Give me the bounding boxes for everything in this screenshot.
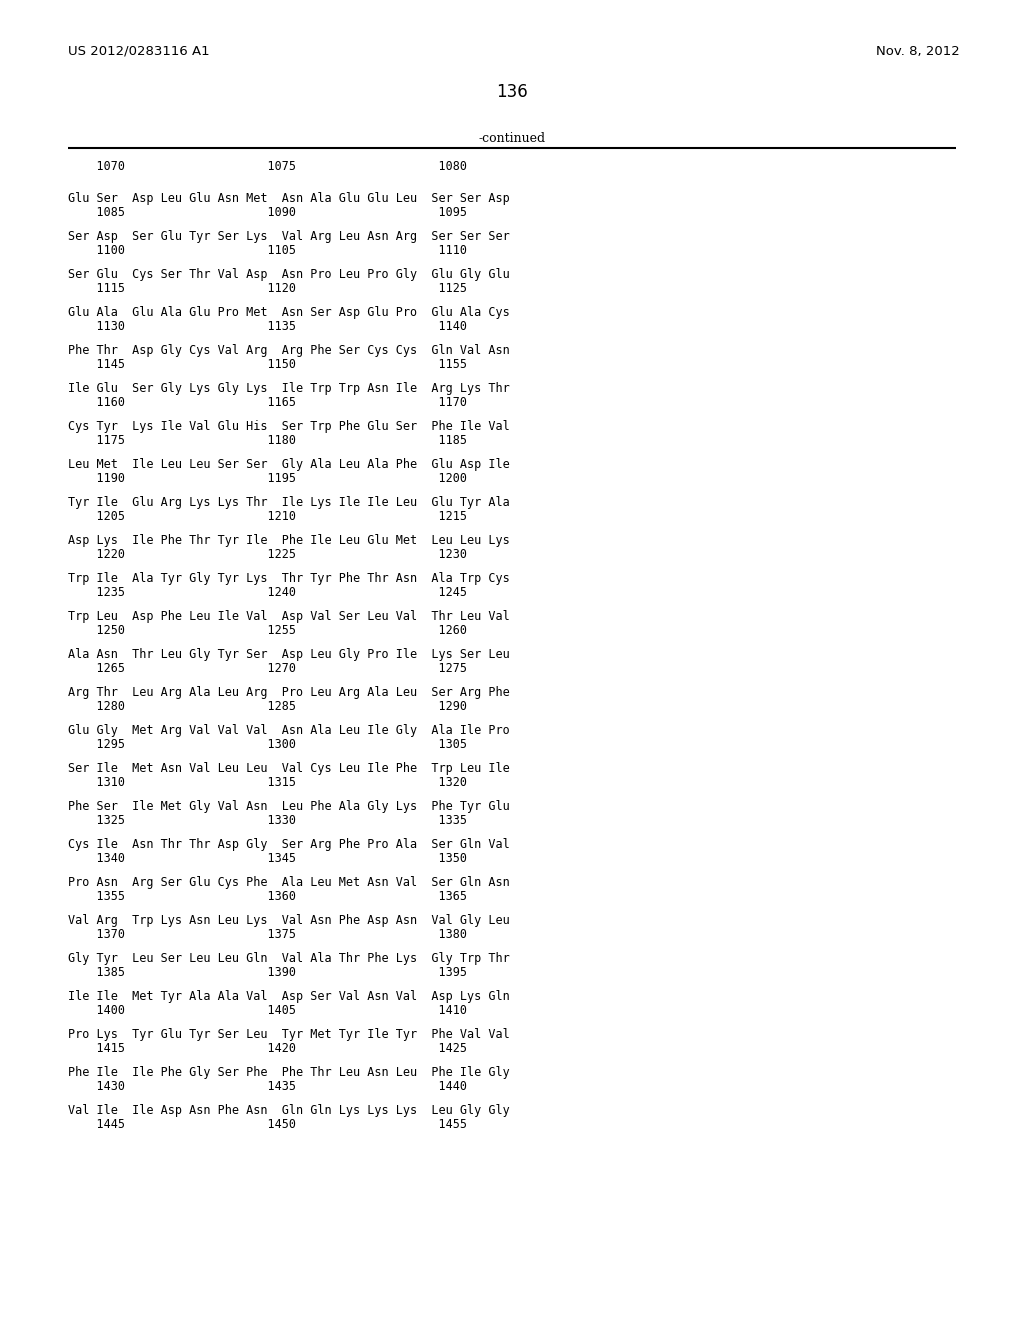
Text: 1310                    1315                    1320: 1310 1315 1320 bbox=[68, 776, 467, 789]
Text: 1340                    1345                    1350: 1340 1345 1350 bbox=[68, 851, 467, 865]
Text: Tyr Ile  Glu Arg Lys Lys Thr  Ile Lys Ile Ile Leu  Glu Tyr Ala: Tyr Ile Glu Arg Lys Lys Thr Ile Lys Ile … bbox=[68, 496, 510, 510]
Text: Ala Asn  Thr Leu Gly Tyr Ser  Asp Leu Gly Pro Ile  Lys Ser Leu: Ala Asn Thr Leu Gly Tyr Ser Asp Leu Gly … bbox=[68, 648, 510, 661]
Text: 1295                    1300                    1305: 1295 1300 1305 bbox=[68, 738, 467, 751]
Text: 1115                    1120                    1125: 1115 1120 1125 bbox=[68, 282, 467, 294]
Text: 1385                    1390                    1395: 1385 1390 1395 bbox=[68, 966, 467, 979]
Text: 1070                    1075                    1080: 1070 1075 1080 bbox=[68, 160, 467, 173]
Text: 136: 136 bbox=[496, 83, 528, 102]
Text: 1100                    1105                    1110: 1100 1105 1110 bbox=[68, 244, 467, 257]
Text: Trp Ile  Ala Tyr Gly Tyr Lys  Thr Tyr Phe Thr Asn  Ala Trp Cys: Trp Ile Ala Tyr Gly Tyr Lys Thr Tyr Phe … bbox=[68, 572, 510, 585]
Text: Ser Ile  Met Asn Val Leu Leu  Val Cys Leu Ile Phe  Trp Leu Ile: Ser Ile Met Asn Val Leu Leu Val Cys Leu … bbox=[68, 762, 510, 775]
Text: Arg Thr  Leu Arg Ala Leu Arg  Pro Leu Arg Ala Leu  Ser Arg Phe: Arg Thr Leu Arg Ala Leu Arg Pro Leu Arg … bbox=[68, 686, 510, 700]
Text: Leu Met  Ile Leu Leu Ser Ser  Gly Ala Leu Ala Phe  Glu Asp Ile: Leu Met Ile Leu Leu Ser Ser Gly Ala Leu … bbox=[68, 458, 510, 471]
Text: 1325                    1330                    1335: 1325 1330 1335 bbox=[68, 814, 467, 828]
Text: 1130                    1135                    1140: 1130 1135 1140 bbox=[68, 319, 467, 333]
Text: Asp Lys  Ile Phe Thr Tyr Ile  Phe Ile Leu Glu Met  Leu Leu Lys: Asp Lys Ile Phe Thr Tyr Ile Phe Ile Leu … bbox=[68, 535, 510, 546]
Text: 1265                    1270                    1275: 1265 1270 1275 bbox=[68, 663, 467, 675]
Text: 1160                    1165                    1170: 1160 1165 1170 bbox=[68, 396, 467, 409]
Text: Glu Ala  Glu Ala Glu Pro Met  Asn Ser Asp Glu Pro  Glu Ala Cys: Glu Ala Glu Ala Glu Pro Met Asn Ser Asp … bbox=[68, 306, 510, 319]
Text: 1280                    1285                    1290: 1280 1285 1290 bbox=[68, 700, 467, 713]
Text: Cys Ile  Asn Thr Thr Asp Gly  Ser Arg Phe Pro Ala  Ser Gln Val: Cys Ile Asn Thr Thr Asp Gly Ser Arg Phe … bbox=[68, 838, 510, 851]
Text: 1355                    1360                    1365: 1355 1360 1365 bbox=[68, 890, 467, 903]
Text: Glu Gly  Met Arg Val Val Val  Asn Ala Leu Ile Gly  Ala Ile Pro: Glu Gly Met Arg Val Val Val Asn Ala Leu … bbox=[68, 723, 510, 737]
Text: Pro Asn  Arg Ser Glu Cys Phe  Ala Leu Met Asn Val  Ser Gln Asn: Pro Asn Arg Ser Glu Cys Phe Ala Leu Met … bbox=[68, 876, 510, 888]
Text: Cys Tyr  Lys Ile Val Glu His  Ser Trp Phe Glu Ser  Phe Ile Val: Cys Tyr Lys Ile Val Glu His Ser Trp Phe … bbox=[68, 420, 510, 433]
Text: 1085                    1090                    1095: 1085 1090 1095 bbox=[68, 206, 467, 219]
Text: 1445                    1450                    1455: 1445 1450 1455 bbox=[68, 1118, 467, 1131]
Text: 1220                    1225                    1230: 1220 1225 1230 bbox=[68, 548, 467, 561]
Text: Val Arg  Trp Lys Asn Leu Lys  Val Asn Phe Asp Asn  Val Gly Leu: Val Arg Trp Lys Asn Leu Lys Val Asn Phe … bbox=[68, 913, 510, 927]
Text: 1235                    1240                    1245: 1235 1240 1245 bbox=[68, 586, 467, 599]
Text: -continued: -continued bbox=[478, 132, 546, 145]
Text: 1190                    1195                    1200: 1190 1195 1200 bbox=[68, 473, 467, 484]
Text: Gly Tyr  Leu Ser Leu Leu Gln  Val Ala Thr Phe Lys  Gly Trp Thr: Gly Tyr Leu Ser Leu Leu Gln Val Ala Thr … bbox=[68, 952, 510, 965]
Text: 1175                    1180                    1185: 1175 1180 1185 bbox=[68, 434, 467, 447]
Text: 1205                    1210                    1215: 1205 1210 1215 bbox=[68, 510, 467, 523]
Text: Ser Asp  Ser Glu Tyr Ser Lys  Val Arg Leu Asn Arg  Ser Ser Ser: Ser Asp Ser Glu Tyr Ser Lys Val Arg Leu … bbox=[68, 230, 510, 243]
Text: Glu Ser  Asp Leu Glu Asn Met  Asn Ala Glu Glu Leu  Ser Ser Asp: Glu Ser Asp Leu Glu Asn Met Asn Ala Glu … bbox=[68, 191, 510, 205]
Text: Ile Ile  Met Tyr Ala Ala Val  Asp Ser Val Asn Val  Asp Lys Gln: Ile Ile Met Tyr Ala Ala Val Asp Ser Val … bbox=[68, 990, 510, 1003]
Text: 1415                    1420                    1425: 1415 1420 1425 bbox=[68, 1041, 467, 1055]
Text: 1370                    1375                    1380: 1370 1375 1380 bbox=[68, 928, 467, 941]
Text: Trp Leu  Asp Phe Leu Ile Val  Asp Val Ser Leu Val  Thr Leu Val: Trp Leu Asp Phe Leu Ile Val Asp Val Ser … bbox=[68, 610, 510, 623]
Text: Phe Ser  Ile Met Gly Val Asn  Leu Phe Ala Gly Lys  Phe Tyr Glu: Phe Ser Ile Met Gly Val Asn Leu Phe Ala … bbox=[68, 800, 510, 813]
Text: US 2012/0283116 A1: US 2012/0283116 A1 bbox=[68, 45, 210, 58]
Text: Ile Glu  Ser Gly Lys Gly Lys  Ile Trp Trp Asn Ile  Arg Lys Thr: Ile Glu Ser Gly Lys Gly Lys Ile Trp Trp … bbox=[68, 381, 510, 395]
Text: Pro Lys  Tyr Glu Tyr Ser Leu  Tyr Met Tyr Ile Tyr  Phe Val Val: Pro Lys Tyr Glu Tyr Ser Leu Tyr Met Tyr … bbox=[68, 1028, 510, 1041]
Text: Phe Thr  Asp Gly Cys Val Arg  Arg Phe Ser Cys Cys  Gln Val Asn: Phe Thr Asp Gly Cys Val Arg Arg Phe Ser … bbox=[68, 345, 510, 356]
Text: 1400                    1405                    1410: 1400 1405 1410 bbox=[68, 1005, 467, 1016]
Text: 1430                    1435                    1440: 1430 1435 1440 bbox=[68, 1080, 467, 1093]
Text: 1145                    1150                    1155: 1145 1150 1155 bbox=[68, 358, 467, 371]
Text: Phe Ile  Ile Phe Gly Ser Phe  Phe Thr Leu Asn Leu  Phe Ile Gly: Phe Ile Ile Phe Gly Ser Phe Phe Thr Leu … bbox=[68, 1067, 510, 1078]
Text: 1250                    1255                    1260: 1250 1255 1260 bbox=[68, 624, 467, 638]
Text: Ser Glu  Cys Ser Thr Val Asp  Asn Pro Leu Pro Gly  Glu Gly Glu: Ser Glu Cys Ser Thr Val Asp Asn Pro Leu … bbox=[68, 268, 510, 281]
Text: Val Ile  Ile Asp Asn Phe Asn  Gln Gln Lys Lys Lys  Leu Gly Gly: Val Ile Ile Asp Asn Phe Asn Gln Gln Lys … bbox=[68, 1104, 510, 1117]
Text: Nov. 8, 2012: Nov. 8, 2012 bbox=[877, 45, 961, 58]
